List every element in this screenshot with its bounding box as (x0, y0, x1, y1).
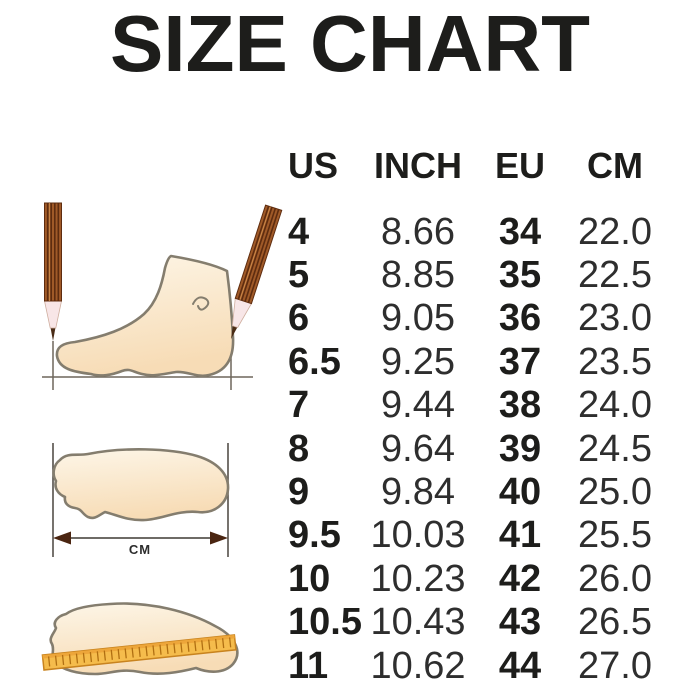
cell-cm: 22.0 (578, 210, 652, 253)
cell-eu: 44 (498, 644, 542, 687)
cell-us: 10 (288, 557, 331, 600)
pencil-icon (43, 202, 63, 342)
cell-inch: 8.85 (381, 254, 455, 297)
table-row: 9.5 10.03 41 25.5 (288, 514, 668, 557)
cell-inch: 10.43 (370, 601, 466, 644)
column-header-cm: CM (587, 145, 643, 186)
table-row: 7 9.44 38 24.0 (288, 384, 668, 427)
cell-us: 8 (288, 427, 310, 470)
column-header-inch: INCH (374, 145, 462, 186)
cell-us: 10.5 (288, 601, 362, 644)
table-row: 8 9.64 39 24.5 (288, 427, 668, 470)
cell-inch: 10.23 (370, 557, 466, 600)
footprint-icon (52, 448, 230, 522)
column-header-us: US (288, 145, 339, 186)
cell-eu: 35 (498, 254, 542, 297)
arrow-right-icon (210, 531, 228, 545)
page-title: SIZE CHART (110, 0, 590, 88)
table-row: 6 9.05 36 23.0 (288, 297, 668, 340)
cell-inch: 9.44 (381, 384, 455, 427)
cell-eu: 42 (498, 557, 542, 600)
cell-us: 9 (288, 471, 310, 514)
cell-us: 9.5 (288, 514, 341, 557)
cell-cm: 26.5 (578, 601, 652, 644)
cell-cm: 23.5 (578, 340, 652, 383)
cm-label: CM (129, 542, 151, 557)
table-row: 6.5 9.25 37 23.5 (288, 340, 668, 383)
table-row: 9 9.84 40 25.0 (288, 470, 668, 513)
cell-cm: 24.0 (578, 384, 652, 427)
cell-cm: 25.5 (578, 514, 652, 557)
cell-eu: 38 (498, 384, 542, 427)
cell-cm: 23.0 (578, 297, 652, 340)
cell-cm: 26.0 (578, 557, 652, 600)
cell-eu: 34 (498, 210, 542, 253)
cell-eu: 41 (498, 514, 542, 557)
cell-cm: 25.0 (578, 471, 652, 514)
table-row: 10.5 10.43 43 26.5 (288, 601, 668, 644)
cell-cm: 22.5 (578, 254, 652, 297)
cell-inch: 9.84 (381, 471, 455, 514)
cell-eu: 37 (498, 340, 542, 383)
foot-side-icon (55, 254, 235, 377)
ruler-icon (41, 634, 237, 671)
cell-inch: 10.62 (370, 644, 466, 687)
cell-inch: 9.25 (381, 340, 455, 383)
cell-eu: 40 (498, 471, 542, 514)
cell-us: 7 (288, 384, 310, 427)
cell-us: 6.5 (288, 340, 341, 383)
column-header-eu: EU (494, 145, 545, 186)
cell-inch: 10.03 (370, 514, 466, 557)
foot-length-illustration: CM (52, 443, 230, 557)
cell-eu: 39 (498, 427, 542, 470)
table-header-row: US INCH EU CM (288, 146, 668, 186)
cell-cm: 27.0 (578, 644, 652, 687)
table-row: 4 8.66 34 22.0 (288, 210, 668, 253)
cell-cm: 24.5 (578, 427, 652, 470)
table-row: 10 10.23 42 26.0 (288, 557, 668, 600)
arrow-left-icon (53, 531, 71, 545)
cell-eu: 36 (498, 297, 542, 340)
table-row: 5 8.85 35 22.5 (288, 253, 668, 296)
cell-us: 4 (288, 210, 310, 253)
cell-inch: 8.66 (381, 210, 455, 253)
foot-measure-illustration (42, 202, 283, 390)
cell-us: 6 (288, 297, 310, 340)
size-table: US INCH EU CM 4 8.66 34 22.0 5 8.85 35 2… (288, 146, 668, 687)
cell-inch: 9.05 (381, 297, 455, 340)
table-row: 11 10.62 44 27.0 (288, 644, 668, 687)
cell-us: 11 (288, 644, 329, 687)
cell-us: 5 (288, 254, 310, 297)
foot-ruler-illustration (41, 602, 239, 676)
cell-eu: 43 (498, 601, 542, 644)
ankle-mark (192, 296, 210, 311)
cell-inch: 9.64 (381, 427, 455, 470)
